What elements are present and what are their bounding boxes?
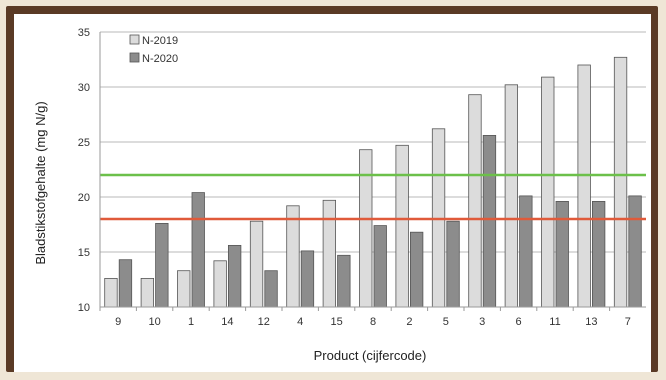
y-tick-labels: 10 15 20 25 30 35 (78, 27, 90, 314)
bar-n-2020-15 (337, 254, 351, 308)
y-axis-label: Bladstikstofgehalte (mg N/g) (33, 101, 48, 264)
legend: N-2019 N-2020 (129, 34, 178, 65)
legend-swatch (129, 34, 140, 45)
x-tick-label: 3 (479, 316, 485, 328)
bar-n-2019-9 (104, 277, 118, 308)
y-tick-label: 35 (78, 27, 90, 39)
x-tick-label: 12 (258, 316, 270, 328)
chart-panel: 10 15 20 25 30 35 9 10 1 14 12 4 15 8 2 5 3 6 11 13 7 N-201… (14, 14, 651, 372)
bar-n-2019-3 (468, 94, 482, 308)
bar-n-2019-4 (286, 205, 300, 308)
bar-n-2020-13 (592, 200, 606, 308)
bar-n-2020-7 (628, 195, 642, 308)
bar-n-2019-12 (249, 220, 264, 308)
x-tick-label: 1 (188, 316, 194, 328)
bar-n-2020-12 (264, 270, 278, 308)
y-tick-label: 15 (78, 247, 90, 259)
bar-n-2019-11 (541, 76, 555, 308)
legend-label: N-2020 (142, 53, 178, 65)
bar-n-2019-1 (177, 270, 191, 308)
bar-n-2019-6 (504, 84, 519, 308)
bar-n-2020-8 (373, 225, 387, 308)
bar-n-2020-4 (300, 250, 315, 308)
x-tick-label: 5 (443, 316, 449, 328)
bar-n-2020-5 (446, 220, 460, 308)
y-tick-label: 30 (78, 82, 90, 94)
bar-n-2019-14 (213, 260, 227, 308)
bars (104, 56, 642, 308)
bar-n-2019-2 (395, 144, 409, 308)
x-axis-label: Product (cijfercode) (314, 348, 427, 363)
x-tick-labels: 9 10 1 14 12 4 15 8 2 5 3 6 11 13 7 (115, 316, 631, 328)
x-tick-label: 11 (549, 316, 560, 328)
x-tick-label: 7 (625, 316, 631, 328)
bar-n-2019-13 (577, 64, 591, 308)
x-tick-label: 8 (370, 316, 376, 328)
legend-label: N-2019 (142, 35, 178, 47)
y-tick-label: 25 (78, 137, 90, 149)
bar-n-2019-7 (613, 56, 628, 308)
x-tick-label: 14 (221, 316, 233, 328)
bar-n-2019-15 (322, 199, 337, 308)
y-tick-label: 10 (78, 302, 90, 314)
x-tick-label: 15 (330, 316, 342, 328)
bar-n-2020-14 (227, 244, 242, 308)
x-tick-label: 6 (516, 316, 522, 328)
bar-n-2019-8 (359, 149, 373, 308)
legend-swatch (129, 52, 140, 63)
x-tick-label: 2 (406, 316, 412, 328)
x-tick-label: 10 (148, 316, 160, 328)
bar-n-2020-6 (519, 195, 533, 308)
x-tick-label: 13 (585, 316, 597, 328)
y-tick-label: 20 (78, 192, 90, 204)
axes (99, 32, 646, 311)
bar-n-2020-3 (482, 135, 497, 308)
bar-n-2020-10 (155, 222, 169, 308)
x-tick-label: 9 (115, 316, 121, 328)
bar-n-2020-2 (409, 231, 424, 308)
bar-n-2020-9 (118, 259, 133, 308)
x-tick-label: 4 (297, 316, 303, 328)
bar-n-2019-10 (140, 277, 154, 308)
reference-lines (100, 173, 646, 221)
bar-n-2020-1 (191, 192, 205, 308)
bar-n-2020-11 (555, 200, 569, 308)
